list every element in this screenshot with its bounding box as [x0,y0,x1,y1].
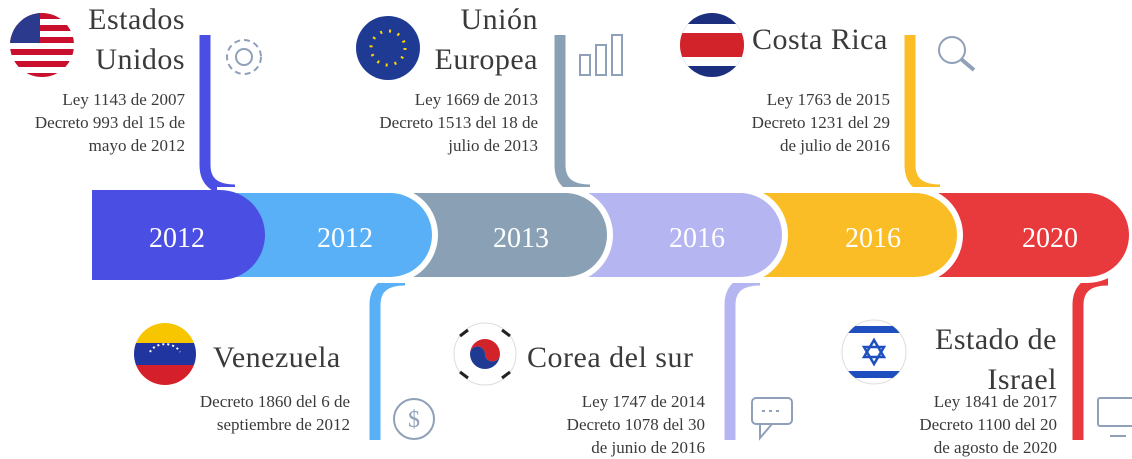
country-line: Costa Rica [752,23,888,56]
flag-eu [356,16,420,80]
details: Ley 1763 de 2015 Decreto 1231 del 29 de ju… [752,88,890,157]
country-line: Estados [88,3,185,36]
connector [904,35,941,196]
year-label: 2013 [493,223,549,254]
icon-search [938,36,976,72]
year-label: 2012 [149,223,205,254]
detail-line: Decreto 1513 del 18 de [379,113,538,132]
svg-text:$: $ [408,407,420,433]
detail-line: Decreto 1100 del 20 [919,415,1057,434]
icon-gear [226,39,262,75]
detail-line: Decreto 1231 del 29 [751,113,890,132]
detail-line: julio de 2013 [448,136,538,155]
year-label: 2016 [669,223,725,254]
segment [387,187,613,283]
flag-korea [453,322,517,386]
detail-line: de agosto de 2020 [933,438,1057,457]
connector [199,35,236,196]
flag-usa [10,13,74,77]
details: Ley 1143 de 2007 Decreto 993 del 15 de may… [35,88,185,157]
connector [1072,274,1109,440]
country-line: Europea [434,43,538,76]
country-name: Estados Unidos [88,0,185,80]
country-line: Estado de [935,323,1057,356]
segment [562,187,788,283]
segments: 2012 2012 2013 2016 2016 2020 [92,35,1132,440]
connector [369,274,406,440]
icon-dollar: $ [393,398,435,440]
detail-line: mayo de 2012 [88,136,185,155]
detail-line: de junio de 2016 [591,438,705,457]
icon-chat [751,397,793,441]
connector [554,35,591,196]
year-label: 2016 [845,223,901,254]
details: Decreto 1860 del 6 de septiembre de 2012 [200,390,350,436]
flag-venezuela [134,323,196,385]
details: Ley 1841 de 2017 Decreto 1100 del 20 de ag… [919,390,1057,459]
country-name: Venezuela [213,338,341,378]
segment [217,187,438,283]
detail-line: septiembre de 2012 [216,415,350,434]
flag-costa-rica [680,13,744,77]
country-line: Corea del sur [527,341,694,374]
detail-line: Ley 1143 de 2007 [62,90,185,109]
detail-line: de julio de 2016 [779,136,890,155]
details: Ley 1747 de 2014 Decreto 1078 del 30 de ju… [567,390,705,459]
flag-israel [841,319,907,385]
detail-line: Decreto 1860 del 6 de [199,392,350,411]
detail-line: Ley 1747 de 2014 [581,392,705,411]
details: Ley 1669 de 2013 Decreto 1513 del 18 de ju… [379,88,538,157]
detail-line: Ley 1763 de 2015 [766,90,890,109]
icon-bars [579,34,623,76]
country-name: Unión Europea [435,0,538,80]
segment [737,187,963,283]
connector [724,274,761,440]
year-label: 2020 [1022,223,1078,254]
detail-line: Decreto 1078 del 30 [566,415,705,434]
year-label: 2012 [317,223,373,254]
country-line: Unión [460,3,538,36]
detail-line: Ley 1841 de 2017 [933,392,1057,411]
segment [92,190,265,280]
detail-line: Ley 1669 de 2013 [414,90,538,109]
country-line: Venezuela [213,341,341,374]
country-line: Unidos [95,43,185,76]
detail-line: Decreto 993 del 15 de [34,113,185,132]
country-name: Corea del sur [527,338,693,378]
country-name: Estado de Israel [935,320,1057,400]
country-line: Israel [987,363,1057,396]
country-name: Costa Rica [752,20,888,60]
icon-monitor [1097,397,1132,437]
icons: $ [226,34,1132,441]
